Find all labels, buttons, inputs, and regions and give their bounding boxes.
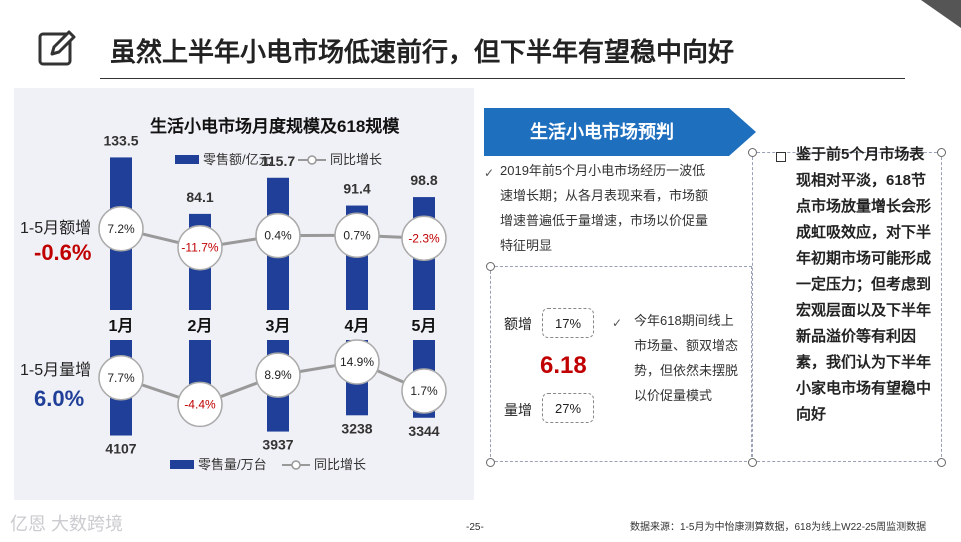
forecast-618-box (490, 266, 752, 462)
amount-bar-label: 133.5 (103, 132, 138, 148)
conclusion-box (752, 152, 942, 462)
watermark-logo: 亿恩 大数跨境 (10, 514, 124, 534)
month-label: 3月 (266, 317, 291, 335)
selection-handle[interactable] (486, 458, 495, 467)
date-618-label: 6.18 (540, 352, 587, 379)
legend-volume-growth-marker (291, 460, 301, 470)
amount-growth-marker (98, 206, 144, 252)
volume-growth-marker (255, 352, 301, 398)
volume-bar-label: 3937 (262, 437, 293, 453)
forecast-banner (484, 108, 756, 156)
volume-bar-label: 4107 (105, 441, 136, 457)
amount-growth-marker (401, 215, 447, 262)
amount-growth-marker (334, 212, 380, 259)
conclusion-text: 鉴于前5个月市场表现相对平淡，618节点市场放量增长会形成虹吸效应，对下半年初期… (796, 146, 932, 423)
legend-amount-label: 零售额/亿元 (203, 152, 272, 167)
check-icon: ✓ (612, 316, 623, 330)
edit-icon (38, 30, 76, 66)
amount-growth-label: -11.7% (181, 241, 218, 255)
amount-618-value: 17% (542, 308, 594, 338)
volume-growth-value: 6.0% (34, 386, 85, 411)
corner-fold-icon (921, 0, 961, 28)
forecast-banner-text: 生活小电市场预判 (530, 122, 674, 142)
page-number: -25- (466, 522, 484, 533)
volume-bar-label: 3344 (408, 423, 439, 439)
legend-volume-swatch (170, 460, 194, 469)
legend-amount-growth-label: 同比增长 (330, 152, 382, 167)
volume-growth-marker (401, 368, 447, 414)
amount-growth-label: 0.7% (343, 228, 371, 242)
legend-volume-growth-label: 同比增长 (314, 457, 366, 472)
amount-growth-label: 0.4% (264, 229, 292, 243)
legend-volume-label: 零售量/万台 (198, 457, 267, 472)
square-bullet-icon (776, 152, 786, 162)
volume-618-value: 27% (542, 393, 594, 423)
amount-growth-marker (177, 224, 223, 271)
amount-growth-label: 1-5月额增 (20, 220, 92, 237)
title-divider (100, 78, 905, 79)
volume-growth-marker (177, 381, 223, 428)
volume-growth-label: 14.9% (340, 355, 374, 369)
amount-bar-label: 115.7 (261, 153, 295, 169)
amount-bar-label: 98.8 (410, 172, 437, 188)
data-source-note: 数据来源：1-5月为中怡康测算数据，618为线上W22-25周监测数据 (630, 522, 927, 533)
chart-title: 生活小电市场月度规模及618规模 (150, 117, 400, 136)
selection-handle[interactable] (486, 262, 495, 271)
volume-growth-label: 8.9% (264, 368, 292, 382)
chart-panel (14, 88, 474, 500)
selection-handle[interactable] (748, 148, 757, 157)
amount-growth-label: 7.2% (107, 222, 135, 236)
check-icon: ✓ (484, 166, 495, 180)
legend-amount-swatch (175, 155, 199, 164)
selection-handle[interactable] (937, 458, 946, 467)
month-label: 2月 (188, 317, 213, 335)
forecast-bullet-2: 今年618期间线上市场量、额双增态势，但依然未摆脱以价促量模式 (634, 313, 739, 403)
volume-growth-label: 7.7% (107, 371, 135, 385)
legend-amount-growth-marker (307, 155, 317, 165)
amount-bar-label: 84.1 (186, 189, 213, 205)
volume-618-label: 量增 (504, 402, 532, 418)
volume-growth-marker (334, 339, 380, 385)
month-label: 1月 (109, 317, 134, 335)
amount-growth-label: -2.3% (408, 231, 440, 245)
selection-handle[interactable] (937, 148, 946, 157)
volume-growth-label: 1.7% (410, 384, 438, 398)
forecast-bullet-1: 2019年前5个月小电市场经历一波低速增长期；从各月表现来看，市场额增速普遍低于… (500, 163, 709, 253)
amount-618-label: 额增 (504, 316, 532, 332)
selection-handle[interactable] (748, 458, 757, 467)
page-title: 虽然上半年小电市场低速前行，但下半年有望稳中向好 (110, 37, 735, 67)
volume-growth-label: 1-5月量增 (20, 362, 92, 379)
month-label: 5月 (412, 317, 437, 335)
amount-bar-label: 91.4 (343, 181, 370, 197)
volume-growth-label: -4.4% (184, 397, 216, 411)
month-label: 4月 (345, 317, 370, 335)
volume-growth-marker (98, 355, 144, 401)
amount-growth-value: -0.6% (34, 240, 92, 265)
amount-growth-marker (255, 212, 301, 259)
volume-bar-label: 3238 (341, 420, 372, 436)
